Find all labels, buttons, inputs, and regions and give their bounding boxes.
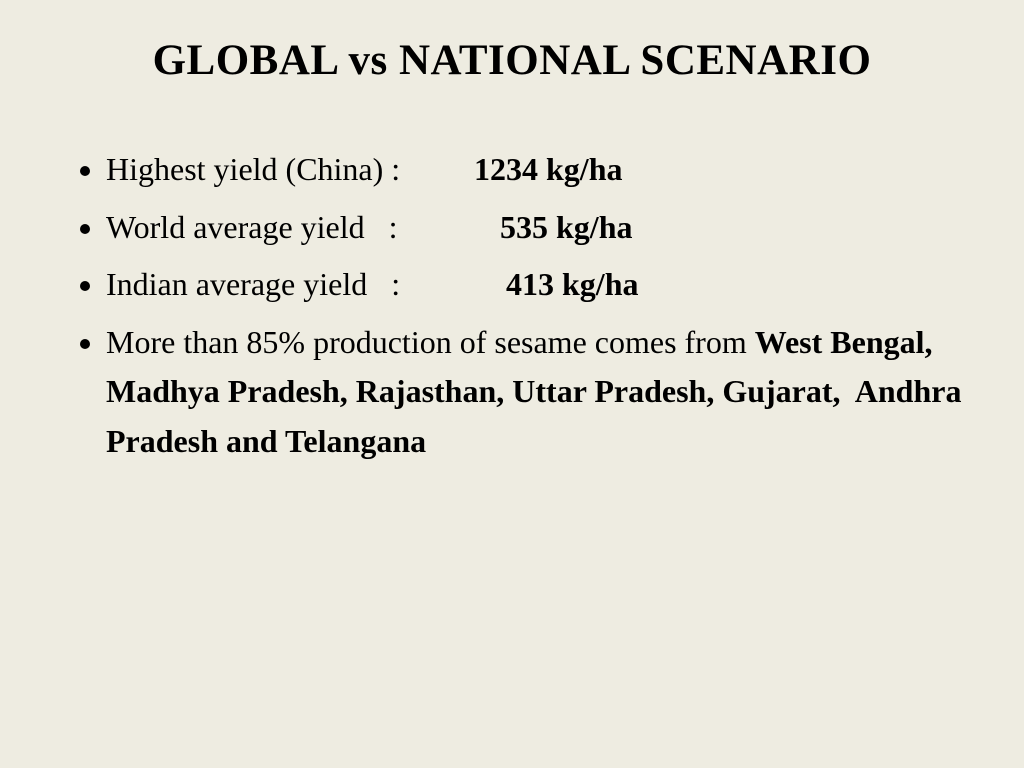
slide: GLOBAL vs NATIONAL SCENARIO Highest yiel…	[0, 0, 1024, 768]
yield-label-china: Highest yield (China) :	[106, 145, 466, 195]
list-item-production: More than 85% production of sesame comes…	[106, 318, 962, 467]
yield-label-world: World average yield :	[106, 203, 466, 253]
list-item: World average yield : 535 kg/ha	[106, 203, 962, 253]
yield-label-india: Indian average yield :	[106, 260, 466, 310]
production-text-prefix: More than 85% production of sesame comes…	[106, 324, 755, 360]
slide-title: GLOBAL vs NATIONAL SCENARIO	[62, 36, 962, 85]
yield-value-world: 535 kg/ha	[474, 203, 632, 253]
yield-value-india: 413 kg/ha	[474, 260, 638, 310]
bullet-list: Highest yield (China) : 1234 kg/ha World…	[62, 145, 962, 467]
list-item: Indian average yield : 413 kg/ha	[106, 260, 962, 310]
yield-value-china: 1234 kg/ha	[474, 145, 622, 195]
list-item: Highest yield (China) : 1234 kg/ha	[106, 145, 962, 195]
